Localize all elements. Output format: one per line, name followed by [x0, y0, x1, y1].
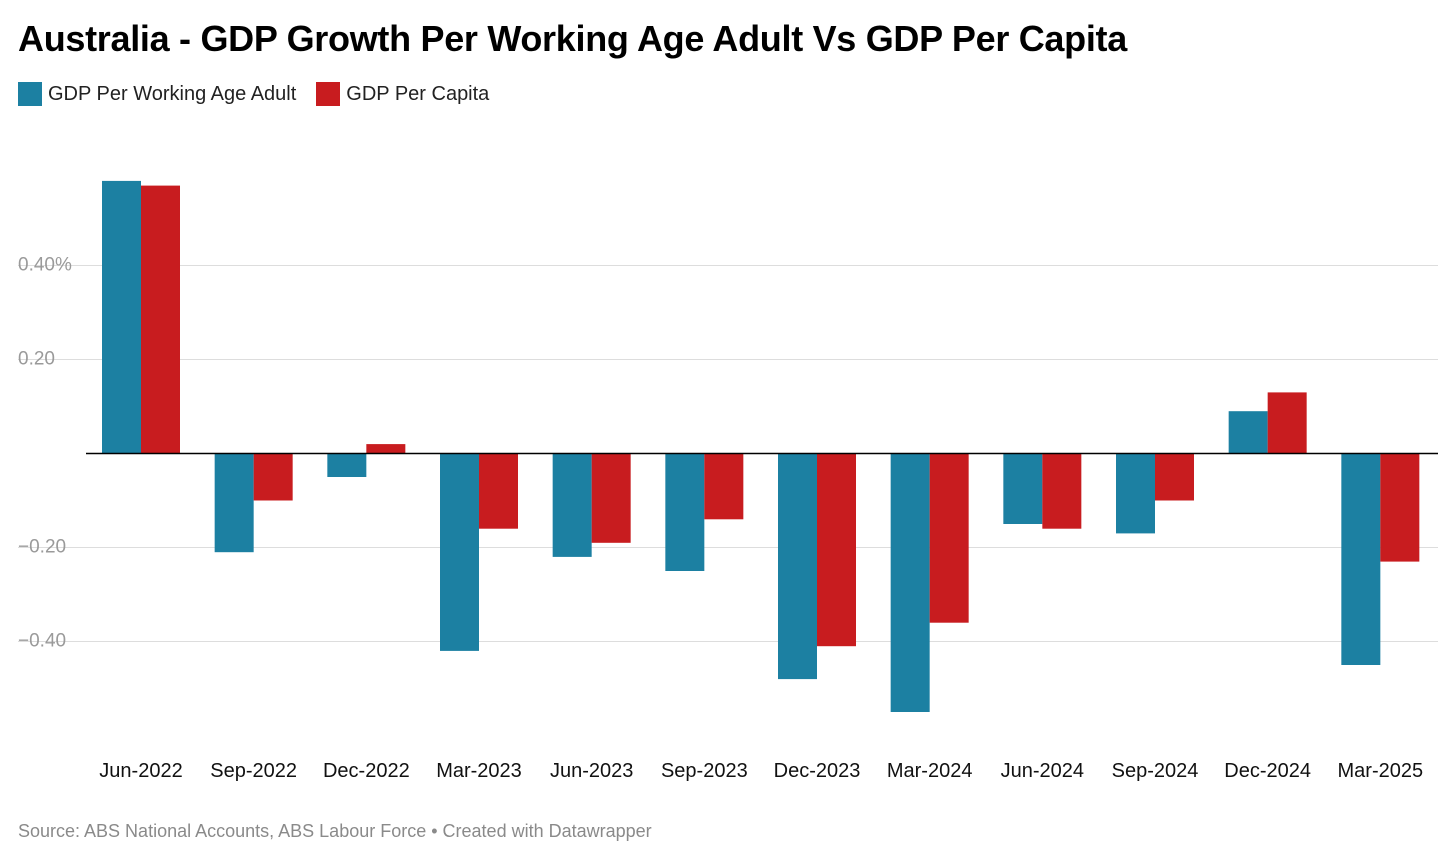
- bar-per-capita-3: [479, 453, 518, 529]
- bar-working-age-adult-7: [890, 453, 930, 712]
- bar-per-capita-7: [929, 453, 969, 623]
- bar-per-capita-8: [1042, 453, 1082, 529]
- y-tick-label-1: 0.20: [18, 349, 55, 370]
- bar-working-age-adult-11: [1341, 453, 1381, 665]
- bar-per-capita-10: [1267, 392, 1307, 454]
- x-tick-label-9: Sep-2024: [1112, 760, 1199, 782]
- bar-working-age-adult-9: [1116, 453, 1155, 534]
- bar-per-capita-1: [253, 453, 293, 501]
- bar-per-capita-2: [366, 444, 406, 454]
- x-tick-label-4: Jun-2023: [550, 760, 633, 782]
- bar-working-age-adult-5: [665, 453, 705, 571]
- bar-per-capita-11: [1380, 453, 1420, 562]
- x-tick-label-2: Dec-2022: [323, 760, 410, 782]
- legend-label-series-1: GDP Per Working Age Adult: [48, 82, 297, 105]
- chart-legend: GDP Per Working Age Adult GDP Per Capita: [18, 82, 509, 106]
- legend-item-series-2: GDP Per Capita: [316, 82, 489, 106]
- bar-working-age-adult-4: [552, 453, 592, 557]
- bar-working-age-adult-6: [778, 453, 817, 680]
- bar-per-capita-0: [141, 185, 180, 454]
- bar-per-capita-9: [1155, 453, 1194, 501]
- legend-swatch-series-1: [18, 82, 42, 106]
- legend-swatch-series-2: [316, 82, 341, 106]
- y-tick-label-2: −0.20: [18, 537, 66, 558]
- chart-title: Australia - GDP Growth Per Working Age A…: [18, 18, 1127, 59]
- legend-label-series-2: GDP Per Capita: [346, 82, 490, 105]
- x-tick-label-0: Jun-2022: [99, 760, 182, 782]
- x-tick-label-10: Dec-2024: [1224, 760, 1311, 782]
- y-tick-label-3: −0.40: [18, 631, 66, 652]
- bar-working-age-adult-3: [440, 453, 479, 651]
- bar-per-capita-6: [817, 453, 856, 647]
- bar-chart: 0.40% 0.20 −0.20 −0.40 Jun-2022 Sep-2022 Dec-2…: [18, 180, 1438, 782]
- x-tick-label-11: Mar-2025: [1338, 760, 1424, 782]
- source-note: Source: ABS National Accounts, ABS Labou…: [18, 821, 652, 841]
- bar-per-capita-5: [704, 453, 744, 520]
- x-tick-label-7: Mar-2024: [887, 760, 973, 782]
- bar-per-capita-4: [591, 453, 631, 543]
- legend-item-series-1: GDP Per Working Age Adult: [18, 82, 296, 106]
- bar-working-age-adult-2: [327, 453, 367, 477]
- x-tick-label-5: Sep-2023: [661, 760, 748, 782]
- bar-working-age-adult-10: [1228, 411, 1268, 454]
- bar-working-age-adult-1: [214, 453, 254, 553]
- x-tick-label-8: Jun-2024: [1001, 760, 1084, 782]
- bar-working-age-adult-8: [1003, 453, 1043, 524]
- x-tick-label-1: Sep-2022: [210, 760, 297, 782]
- x-tick-label-3: Mar-2023: [436, 760, 522, 782]
- y-tick-label-0: 0.40%: [18, 255, 72, 276]
- bar-working-age-adult-0: [102, 180, 141, 454]
- x-tick-label-6: Dec-2023: [774, 760, 861, 782]
